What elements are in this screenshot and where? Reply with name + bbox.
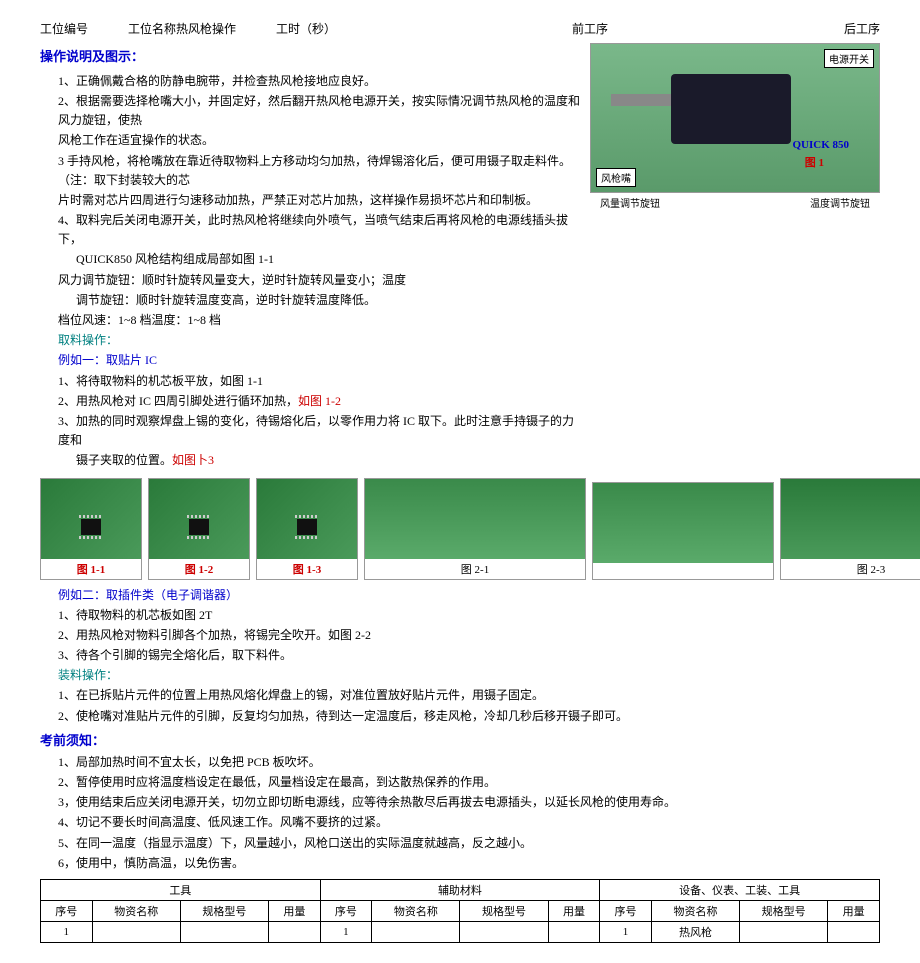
device-body-graphic (671, 74, 791, 144)
op-line-4: 4、取料完后关闭电源开关，此时热风枪将继续向外喷气，当喷气结束后再将风枪的电源线… (40, 211, 580, 249)
op-wind: 风力调节旋钮：顺时针旋转风量变大，逆时针旋转风量变小；温度 (40, 271, 580, 290)
mount-l1: 1、在已拆贴片元件的位置上用热风熔化焊盘上的锡，对准位置放好贴片元件，用镊子固定… (40, 686, 880, 705)
header-row: 工位编号 工位名称热风枪操作 工时（秒） 前工序 后工序 (40, 20, 880, 37)
materials-table: 工具 辅助材料 设备、仪表、工装、工具 序号 物资名称 规格型号 用量 序号 物… (40, 879, 880, 943)
op-line-3: 3 手持风枪，将枪嘴放在靠近待取物料上方移动均匀加热，待焊锡溶化后，便可用镊子取… (40, 152, 580, 190)
ex2-l3: 3、待各个引脚的锡完全熔化后，取下料件。 (40, 646, 880, 665)
cell-name-c: 热风枪 (651, 921, 739, 942)
op-line-1: 1、正确佩戴合格的防静电腕带，并检查热风枪接地应良好。 (40, 72, 580, 91)
exam-l2: 2、暂停使用时应将温度档设定在最低，风量档设定在最高，到达散热保养的作用。 (40, 773, 880, 792)
exam-l4: 4、切记不要长时间高温度、低风速工作。风嘴不要挤的过紧。 (40, 813, 880, 832)
op-line-3b: 片时需对芯片四周进行匀速移动加热，严禁正对芯片加热，这样操作易损坏芯片和印制板。 (40, 191, 580, 210)
device-fig-caption: 图 1 (805, 154, 824, 170)
exam-title: 考前须知： (40, 730, 880, 749)
op-quick: QUICK850 风枪结构组成局部如图 1-1 (40, 250, 580, 269)
th-spec-b: 规格型号 (460, 900, 548, 921)
header-prev: 前工序 (572, 20, 608, 37)
exam-l3: 3，使用结束后应关闭电源开关，切勿立即切断电源线，应等待余热散尽后再拔去电源插头… (40, 793, 880, 812)
th-name-c: 物资名称 (651, 900, 739, 921)
ex1-l2: 2、用热风枪对 IC 四周引脚处进行循环加热，如图 1-2 (40, 392, 580, 411)
device-diagram: 电源开关 风枪嘴 QUICK 850 图 1 风量调节旋钮 温度调节旋钮 (590, 43, 880, 472)
ex1-l3: 3、加热的同时观察焊盘上锡的变化，待锡熔化后，以零作用力将 IC 取下。此时注意… (40, 412, 580, 450)
header-next: 后工序 (844, 20, 880, 37)
label-air-knob: 风量调节旋钮 (600, 195, 660, 210)
th-spec-c: 规格型号 (740, 900, 828, 921)
th-name-b: 物资名称 (372, 900, 460, 921)
photo-1-2: 图 1-2 (148, 478, 250, 580)
example1-title: 例如一：取贴片 IC (40, 351, 580, 370)
ex1-l4: 镊子夹取的位置。如图卜3 (40, 451, 580, 470)
label-nozzle: 风枪嘴 (596, 168, 636, 187)
cell-seq-b: 1 (320, 921, 372, 942)
header-station-name: 工位名称热风枪操作 (128, 20, 236, 37)
instructions-text: 操作说明及图示： 1、正确佩戴合格的防静电腕带，并检查热风枪接地应良好。 2、根… (40, 43, 580, 472)
table-group-tools: 工具 (41, 879, 321, 900)
th-qty-a: 用量 (269, 900, 321, 921)
label-temp-knob: 温度调节旋钮 (810, 195, 870, 210)
th-qty-c: 用量 (828, 900, 880, 921)
photo-2-3: 图 2-3 (780, 478, 920, 580)
nozzle-graphic (611, 94, 671, 106)
op-temp: 调节旋钮：顺时针旋转温度变高，逆时针旋转温度降低。 (40, 291, 580, 310)
exam-l5: 5、在同一温度（指显示温度）下，风量越小，风枪口送出的实际温度就越高，反之越小。 (40, 834, 880, 853)
pickup-title: 取料操作： (40, 331, 580, 350)
th-seq-b: 序号 (320, 900, 372, 921)
exam-block: 1、局部加热时间不宜太长，以免把 PCB 板吹坏。 2、暂停使用时应将温度档设定… (40, 753, 880, 873)
example2-block: 例如二：取插件类（电子调谐器） 1、待取物料的机芯板如图 2T 2、用热风枪对物… (40, 586, 880, 726)
op-line-2b: 风枪工作在适宜操作的状态。 (40, 131, 580, 150)
th-qty-b: 用量 (548, 900, 600, 921)
photo-2-2 (592, 482, 774, 580)
cell-seq-a: 1 (41, 921, 93, 942)
table-group-equipment: 设备、仪表、工装、工具 (600, 879, 880, 900)
op-range: 档位风速：1~8 档温度：1~8 档 (40, 311, 580, 330)
photo-1-3: 图 1-3 (256, 478, 358, 580)
table-group-aux: 辅助材料 (320, 879, 600, 900)
photo-1-1: 图 1-1 (40, 478, 142, 580)
header-station-no: 工位编号 (40, 20, 88, 37)
device-title: QUICK 850 (792, 139, 849, 151)
exam-l6: 6，使用中，慎防高温，以免伤害。 (40, 854, 880, 873)
th-seq-c: 序号 (600, 900, 652, 921)
table-row: 1 1 1 热风枪 (41, 921, 880, 942)
th-name-a: 物资名称 (92, 900, 180, 921)
mount-l2: 2、使枪嘴对准贴片元件的引脚，反复均匀加热，待到达一定温度后，移走风枪，冷却几秒… (40, 707, 880, 726)
th-spec-a: 规格型号 (180, 900, 268, 921)
ex2-l2: 2、用热风枪对物料引脚各个加热，将锡完全吹开。如图 2-2 (40, 626, 880, 645)
cell-seq-c: 1 (600, 921, 652, 942)
photo-row-1: 图 1-1 图 1-2 图 1-3 图 2-1 图 2-3 (40, 478, 880, 580)
mount-title: 装料操作： (40, 666, 880, 685)
photo-2-1: 图 2-1 (364, 478, 586, 580)
th-seq-a: 序号 (41, 900, 93, 921)
example2-title: 例如二：取插件类（电子调谐器） (40, 586, 880, 605)
ex1-l1: 1、将待取物料的机芯板平放，如图 1-1 (40, 372, 580, 391)
label-power-switch: 电源开关 (824, 49, 874, 68)
exam-l1: 1、局部加热时间不宜太长，以免把 PCB 板吹坏。 (40, 753, 880, 772)
header-time: 工时（秒） (276, 20, 336, 37)
section-operation-title: 操作说明及图示： (40, 47, 580, 68)
op-line-2: 2、根据需要选择枪嘴大小，并固定好，然后翻开热风枪电源开关，按实际情况调节热风枪… (40, 92, 580, 130)
ex2-l1: 1、待取物料的机芯板如图 2T (40, 606, 880, 625)
